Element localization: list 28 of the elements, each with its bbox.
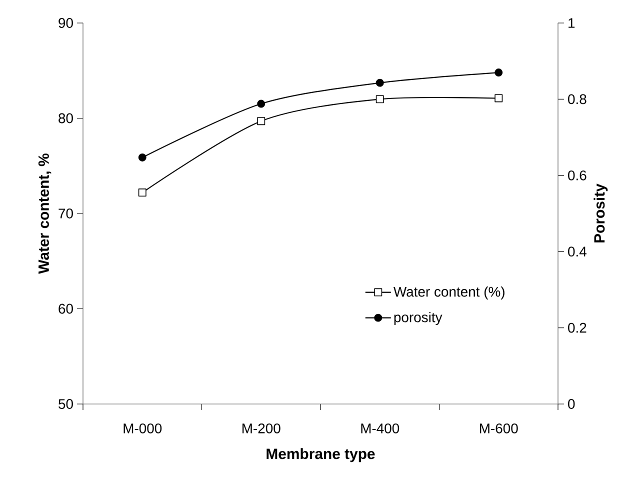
- point: [376, 95, 384, 104]
- y-tick-label: 90: [58, 18, 73, 28]
- x-tick-label: M-400: [361, 423, 400, 434]
- legend-label: porosity: [394, 312, 442, 326]
- y2-tick-label: 0.4: [568, 246, 586, 257]
- y-tick-label: 60: [58, 304, 73, 314]
- point: [494, 94, 503, 102]
- y2-axis-title: Porosity: [594, 184, 608, 242]
- point: [138, 188, 146, 197]
- y-axis-title: Water content, %: [38, 154, 52, 274]
- x-tick-label: M-600: [480, 423, 518, 434]
- y2-tick-label: 0.8: [568, 94, 586, 104]
- y-tick-label: 70: [58, 208, 73, 218]
- x-tick-label: M-000: [124, 423, 162, 434]
- y2-tick-label: 0.2: [568, 322, 586, 333]
- point: [138, 154, 146, 162]
- y-tick-label: 50: [58, 399, 73, 409]
- point: [376, 78, 384, 87]
- x-tick-label: M-200: [242, 423, 280, 434]
- legend-label: Water content (%): [394, 286, 504, 300]
- x-axis-title: Membrane type: [266, 448, 375, 462]
- point: [494, 68, 503, 77]
- y-tick-label: 80: [58, 113, 73, 124]
- y2-tick-label: 1: [568, 18, 575, 28]
- y2-tick-label: 0: [568, 399, 575, 409]
- y2-tick-label: 0.6: [568, 170, 586, 180]
- point: [257, 100, 266, 108]
- point: [257, 117, 266, 126]
